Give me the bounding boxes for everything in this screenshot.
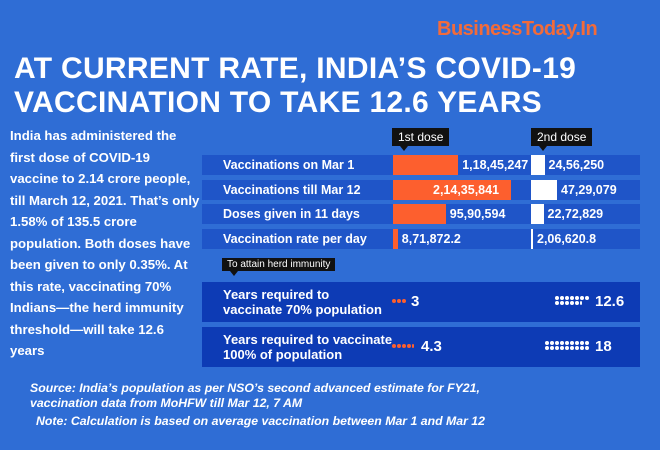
second-dose-bar bbox=[531, 229, 533, 249]
year-dot bbox=[570, 341, 574, 345]
year-dot bbox=[575, 301, 579, 305]
first-dose-year-dots bbox=[392, 299, 406, 303]
year-dot bbox=[585, 346, 589, 350]
herd-immunity-tag: To attain herd immunity bbox=[222, 258, 336, 276]
second-dose-years: 12.6 bbox=[595, 293, 625, 310]
label-line: 100% of population bbox=[223, 347, 343, 362]
year-dot bbox=[560, 301, 564, 305]
year-dot bbox=[585, 296, 589, 300]
year-dot bbox=[570, 346, 574, 350]
year-dot bbox=[560, 341, 564, 345]
label-line: Years required to vaccinate bbox=[223, 332, 393, 347]
label-line: Years required to bbox=[223, 287, 330, 302]
year-dot bbox=[550, 346, 554, 350]
year-dot bbox=[550, 341, 554, 345]
first-dose-value: 2,14,35,841 bbox=[433, 183, 500, 197]
table-row: Doses given in 11 days 95,90,594 22,72,829 bbox=[202, 204, 640, 224]
second-dose-year-dots bbox=[545, 341, 590, 350]
first-dose-bar bbox=[393, 180, 511, 200]
title-line-2: VACCINATION TO TAKE 12.6 YEARS bbox=[14, 86, 542, 119]
year-dot bbox=[560, 296, 564, 300]
source-note: Source: India’s population as per NSO’s … bbox=[30, 381, 480, 411]
first-dose-value: 1,18,45,247 bbox=[462, 158, 529, 172]
year-dot bbox=[580, 301, 582, 305]
year-dot bbox=[392, 299, 396, 303]
summary-paragraph: India has administered the first dose of… bbox=[10, 128, 200, 358]
first-dose-value: 8,71,872.2 bbox=[401, 232, 461, 246]
year-dot bbox=[570, 301, 574, 305]
year-dot bbox=[402, 344, 406, 348]
year-dot bbox=[580, 346, 584, 350]
first-dose-years: 3 bbox=[411, 293, 420, 310]
year-dot bbox=[402, 299, 406, 303]
year-dot bbox=[555, 296, 559, 300]
year-dot bbox=[545, 346, 549, 350]
calculation-note: Note: Calculation is based on average va… bbox=[36, 414, 485, 428]
first-dose-value: 95,90,594 bbox=[449, 207, 506, 221]
year-dot bbox=[555, 341, 559, 345]
year-dot bbox=[555, 346, 559, 350]
year-dot bbox=[580, 341, 584, 345]
year-dot bbox=[565, 346, 569, 350]
herd-immunity-row: Years required to vaccinate 100% of popul… bbox=[202, 327, 640, 367]
year-dot bbox=[397, 299, 401, 303]
year-dot bbox=[565, 301, 569, 305]
second-dose-years: 18 bbox=[595, 338, 612, 355]
year-dot bbox=[575, 341, 579, 345]
row-label: Vaccinations on Mar 1 bbox=[223, 158, 355, 172]
first-dose-bar bbox=[393, 155, 459, 175]
second-dose-value: 2,06,620.8 bbox=[537, 232, 597, 246]
year-dot bbox=[392, 344, 396, 348]
year-dot bbox=[565, 296, 569, 300]
title-line-1: AT CURRENT RATE, INDIA’S COVID-19 bbox=[14, 52, 577, 85]
year-dot bbox=[397, 344, 401, 348]
table-row: Vaccinations till Mar 12 2,14,35,841 47,29… bbox=[202, 180, 640, 200]
legend-second-dose: 2nd dose bbox=[531, 128, 593, 151]
year-dot bbox=[580, 296, 584, 300]
herd-row-label: Years required to vaccinate 70% populatio… bbox=[223, 287, 382, 317]
year-dot bbox=[575, 346, 579, 350]
row-label: Vaccinations till Mar 12 bbox=[223, 183, 361, 197]
first-dose-bar bbox=[393, 229, 398, 249]
table-row: Vaccination rate per day 8,71,872.2 2,06,6… bbox=[202, 229, 640, 249]
second-dose-value: 47,29,079 bbox=[561, 183, 617, 197]
table-row: Vaccinations on Mar 1 1,18,45,247 24,56,25… bbox=[202, 155, 640, 175]
label-line: vaccinate 70% population bbox=[223, 302, 382, 317]
logo: BusinessToday.In bbox=[437, 18, 598, 40]
year-dot bbox=[585, 341, 589, 345]
second-dose-bar bbox=[531, 155, 545, 175]
second-dose-value: 22,72,829 bbox=[547, 207, 604, 221]
source-line-1: Source: India’s population as per NSO’s … bbox=[30, 381, 480, 395]
source-line-2: vaccination data from MoHFW till Mar 12,… bbox=[30, 396, 303, 410]
herd-immunity-row: Years required to vaccinate 70% populatio… bbox=[202, 282, 640, 322]
second-dose-bar bbox=[531, 204, 544, 224]
year-dot bbox=[560, 346, 564, 350]
row-label: Doses given in 11 days bbox=[223, 207, 360, 221]
year-dot bbox=[555, 301, 559, 305]
legend-first-dose: 1st dose bbox=[392, 128, 450, 151]
second-dose-bar bbox=[531, 180, 558, 200]
year-dot bbox=[412, 344, 414, 348]
first-dose-year-dots bbox=[392, 344, 414, 348]
year-dot bbox=[407, 344, 411, 348]
page-title: AT CURRENT RATE, INDIA’S COVID-19 VACCIN… bbox=[14, 52, 576, 120]
year-dot bbox=[570, 296, 574, 300]
herd-row-label: Years required to vaccinate 100% of popul… bbox=[223, 332, 392, 362]
first-dose-bar bbox=[393, 204, 446, 224]
row-label: Vaccination rate per day bbox=[223, 232, 367, 246]
year-dot bbox=[565, 341, 569, 345]
year-dot bbox=[575, 296, 579, 300]
second-dose-year-dots bbox=[555, 296, 590, 305]
year-dot bbox=[545, 341, 549, 345]
first-dose-years: 4.3 bbox=[421, 338, 442, 355]
second-dose-value: 24,56,250 bbox=[548, 158, 605, 172]
